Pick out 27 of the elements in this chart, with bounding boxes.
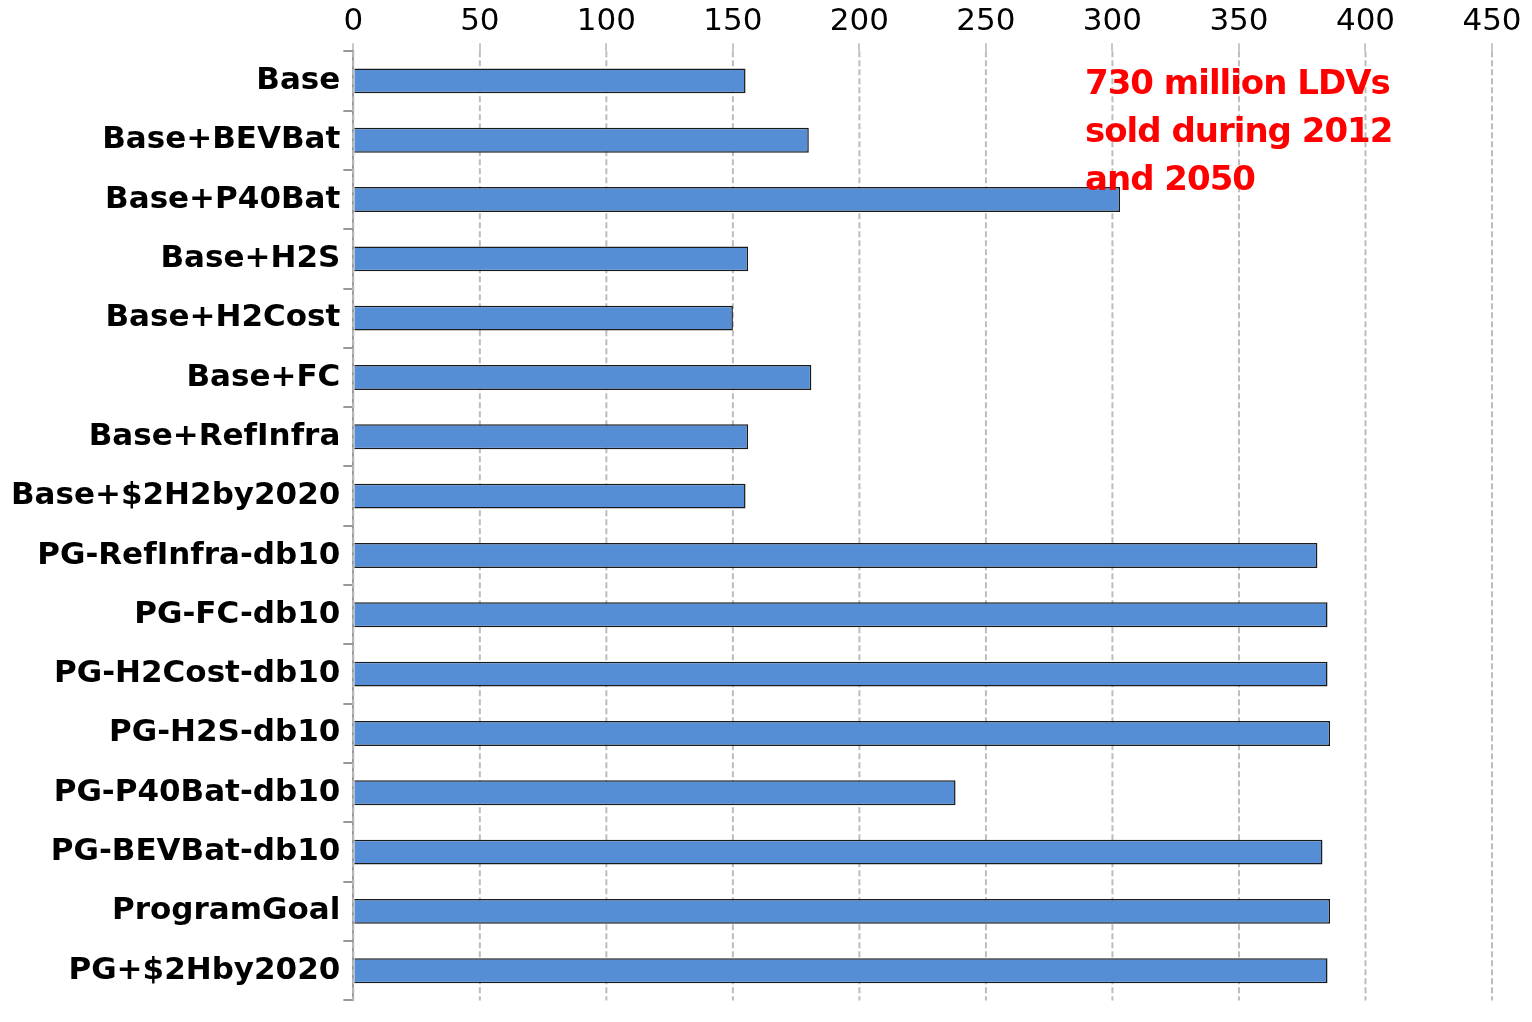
y-tick-label: PG-H2Cost-db10 bbox=[54, 653, 341, 690]
y-tick-label: PG-BEVBat-db10 bbox=[50, 831, 341, 868]
y-tick-label: Base bbox=[256, 59, 341, 96]
y-tick-label: Base+BEVBat bbox=[102, 119, 341, 156]
y-tick-label: ProgramGoal bbox=[112, 890, 341, 927]
x-tick-label: 0 bbox=[343, 0, 364, 37]
x-tick-label: 450 bbox=[1462, 0, 1522, 37]
x-tick-label: 350 bbox=[1209, 0, 1269, 37]
y-tick-label: PG-P40Bat-db10 bbox=[53, 771, 341, 808]
x-tick-label: 100 bbox=[576, 0, 636, 37]
y-tick-label: Base+$2H2by2020 bbox=[10, 475, 341, 512]
y-tick-label: PG+$2Hby2020 bbox=[68, 949, 341, 986]
x-tick-label: 250 bbox=[956, 0, 1016, 37]
y-tick-label: PG-FC-db10 bbox=[134, 593, 341, 630]
y-tick-label: Base+RefInfra bbox=[88, 415, 341, 452]
y-tick-label: Base+H2Cost bbox=[105, 297, 341, 334]
y-tick-label: Base+H2S bbox=[160, 237, 341, 274]
y-tick-label: PG-H2S-db10 bbox=[109, 712, 341, 749]
annotation: 730 million LDVs sold during 2012 and 2050 bbox=[1085, 61, 1394, 200]
x-tick-label: 50 bbox=[460, 0, 500, 37]
y-tick-label: PG-RefInfra-db10 bbox=[37, 534, 341, 571]
x-tick-label: 200 bbox=[829, 0, 889, 37]
x-tick-label: 300 bbox=[1082, 0, 1143, 37]
x-tick-label: 400 bbox=[1335, 0, 1396, 37]
y-tick-label: Base+FC bbox=[186, 356, 341, 393]
x-tick-label: 150 bbox=[703, 0, 763, 37]
y-tick-label: Base+P40Bat bbox=[105, 178, 341, 215]
